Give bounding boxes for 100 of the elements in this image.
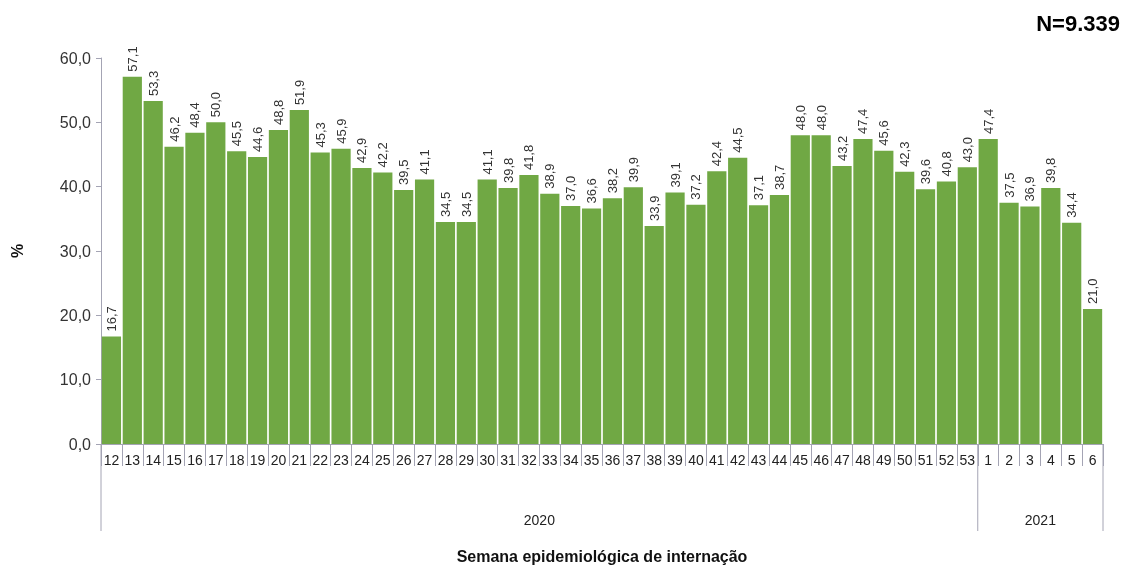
data-label: 50,0 (208, 92, 224, 118)
data-label: 46,2 (166, 116, 182, 142)
data-label: 37,5 (1001, 172, 1017, 198)
x-tick-label: 38 (646, 452, 663, 468)
data-label: 48,8 (270, 99, 286, 126)
data-label: 42,2 (375, 142, 391, 168)
bar (289, 110, 309, 444)
x-tick-label: 45 (792, 452, 809, 468)
data-label: 38,2 (604, 167, 620, 194)
data-label: 39,1 (667, 162, 683, 188)
bar (790, 135, 810, 444)
x-tick-label: 16 (187, 452, 203, 468)
x-tick-label: 29 (458, 452, 475, 468)
y-axis-title: % (8, 243, 26, 259)
x-tick-label: 4 (1046, 452, 1055, 468)
x-tick-label: 1 (984, 452, 993, 468)
x-tick-label: 20 (270, 452, 287, 468)
x-tick-label: 18 (228, 452, 245, 468)
data-label: 42,3 (897, 141, 913, 167)
bar (227, 151, 247, 444)
x-tick-label: 48 (855, 452, 871, 468)
data-label: 37,2 (688, 174, 704, 200)
data-label: 51,9 (291, 79, 307, 106)
data-label: 57,1 (124, 46, 140, 72)
x-tick-label: 25 (375, 452, 391, 468)
bar (915, 189, 936, 444)
data-label: 41,1 (417, 149, 433, 175)
text: N=9.339 (1036, 10, 1121, 36)
x-tick-label: 6 (1088, 452, 1097, 468)
x-tick-label: 14 (145, 452, 162, 468)
data-label: 39,9 (625, 157, 641, 183)
x-tick-label: 46 (813, 452, 830, 468)
x-tick-label: 15 (166, 452, 183, 468)
x-tick-label: 2 (1005, 452, 1014, 468)
data-label: 37,0 (563, 175, 579, 201)
x-tick-label: 26 (395, 452, 412, 468)
data-label: 36,9 (1022, 176, 1038, 202)
data-label: 42,9 (354, 137, 370, 164)
data-label: 39,8 (1043, 157, 1059, 183)
data-label: 21,0 (1085, 278, 1101, 304)
x-tick-label: 23 (333, 452, 350, 468)
x-tick-label: 41 (709, 452, 725, 468)
x-tick-label: 49 (876, 452, 892, 468)
data-label: 16,7 (103, 306, 119, 332)
data-label: 48,0 (792, 104, 808, 131)
bar (728, 157, 748, 444)
data-label: 48,0 (813, 104, 829, 131)
x-tick-label: 50 (896, 452, 913, 468)
x-tick-label: 12 (103, 452, 120, 468)
data-label: 44,5 (730, 127, 746, 153)
y-tick-label: 20,0 (59, 306, 92, 324)
x-tick-label: 3 (1026, 452, 1035, 468)
data-label: 45,3 (312, 122, 328, 148)
y-tick-label: 0,0 (68, 435, 92, 453)
data-label: 43,0 (959, 137, 975, 163)
data-label: 47,4 (980, 108, 996, 135)
data-label: 36,6 (584, 178, 600, 204)
data-label: 33,9 (646, 195, 662, 221)
x-tick-label: 31 (500, 452, 517, 468)
x-tick-label: 44 (771, 452, 788, 468)
bar (1082, 308, 1103, 444)
data-label: 42,4 (709, 140, 725, 167)
bar (247, 157, 268, 444)
bar (122, 76, 142, 444)
data-label: 43,2 (834, 135, 850, 162)
text: 2021 (1024, 512, 1057, 528)
x-tick-label: 36 (604, 452, 621, 468)
data-label: 44,6 (250, 126, 266, 153)
data-label: 53,3 (145, 70, 161, 97)
bar (561, 205, 581, 444)
bar (936, 181, 957, 444)
x-tick-label: 32 (521, 452, 537, 468)
bar (394, 189, 414, 444)
bar (456, 222, 476, 444)
x-tick-label: 5 (1067, 452, 1076, 468)
data-label: 40,8 (938, 151, 954, 177)
bar (895, 171, 915, 444)
y-tick-label: 50,0 (59, 113, 92, 131)
data-label: 39,8 (500, 157, 516, 183)
bar (414, 179, 435, 444)
data-label: 38,9 (542, 163, 558, 189)
bar (602, 198, 623, 444)
x-tick-label: 24 (354, 452, 370, 468)
x-tick-label: 22 (312, 452, 329, 468)
x-tick-label: 34 (562, 452, 579, 468)
bar (623, 187, 643, 444)
x-tick-label: 27 (416, 452, 433, 468)
bar (268, 130, 289, 444)
data-label: 34,5 (437, 191, 453, 218)
data-label: 41,8 (521, 144, 537, 171)
y-tick-label: 10,0 (59, 371, 92, 389)
data-label: 47,4 (855, 108, 871, 135)
x-tick-label: 47 (834, 452, 851, 468)
x-tick-label: 28 (437, 452, 454, 468)
x-tick-label: 51 (917, 452, 934, 468)
data-label: 38,7 (771, 164, 787, 191)
x-tick-label: 53 (959, 452, 976, 468)
data-label: 45,6 (876, 120, 892, 146)
x-tick-label: 43 (750, 452, 767, 468)
bar (769, 195, 790, 444)
